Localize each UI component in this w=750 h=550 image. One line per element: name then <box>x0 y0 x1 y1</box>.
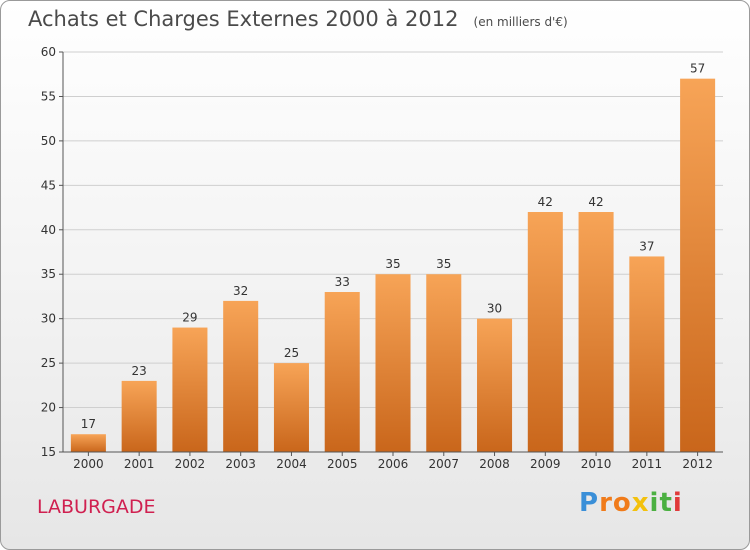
y-tick-label: 45 <box>41 178 56 192</box>
brand-letter: i <box>672 488 683 518</box>
bar <box>223 300 259 452</box>
bar-value-label: 35 <box>436 257 451 271</box>
brand-letter: r <box>599 488 613 518</box>
y-tick-label: 35 <box>41 267 56 281</box>
x-tick-label: 2004 <box>276 457 307 471</box>
bar <box>527 212 563 452</box>
brand-letter: P <box>579 488 600 518</box>
x-tick-label: 2000 <box>73 457 104 471</box>
y-tick-label: 60 <box>41 45 56 59</box>
bar <box>578 212 614 452</box>
brand-letter: t <box>659 488 673 518</box>
y-tick-label: 25 <box>41 356 56 370</box>
bar <box>680 78 716 453</box>
commune-name: LABURGADE <box>37 496 156 518</box>
bar <box>121 380 157 452</box>
bar <box>70 434 106 452</box>
x-tick-label: 2003 <box>225 457 256 471</box>
bar-value-label: 23 <box>132 364 147 378</box>
chart-title: Achats et Charges Externes 2000 à 2012 <box>28 7 459 31</box>
x-tick-label: 2012 <box>682 457 713 471</box>
y-tick-label: 55 <box>41 89 56 103</box>
bar-value-label: 32 <box>233 284 248 298</box>
bar-value-label: 17 <box>81 417 96 431</box>
x-tick-label: 2009 <box>530 457 561 471</box>
brand-letter: o <box>612 488 632 518</box>
bar-value-label: 37 <box>639 239 654 253</box>
y-tick-label: 40 <box>41 223 56 237</box>
bar <box>324 292 360 452</box>
chart-unit: (en milliers d'€) <box>473 15 568 29</box>
bar <box>273 363 309 452</box>
x-tick-label: 2001 <box>124 457 155 471</box>
bar-value-label: 42 <box>538 195 553 209</box>
y-tick-label: 50 <box>41 134 56 148</box>
bar <box>477 318 513 452</box>
bar <box>375 274 411 452</box>
bar-value-label: 35 <box>385 257 400 271</box>
labels: 15 20 25 30 35 40 45 50 55 60 17 2000 23 2001 29 2002 32… <box>41 45 713 471</box>
bar-value-label: 42 <box>588 195 603 209</box>
x-tick-label: 2008 <box>479 457 510 471</box>
bars <box>70 78 716 453</box>
bar-value-label: 57 <box>690 62 705 76</box>
x-tick-label: 2005 <box>327 457 358 471</box>
y-tick-label: 30 <box>41 312 56 326</box>
bar <box>172 327 208 452</box>
x-tick-label: 2007 <box>428 457 459 471</box>
title-row: Achats et Charges Externes 2000 à 2012 (… <box>28 7 568 31</box>
x-tick-label: 2002 <box>175 457 206 471</box>
x-tick-label: 2011 <box>632 457 663 471</box>
x-tick-label: 2006 <box>378 457 409 471</box>
brand-letter: x <box>631 488 650 518</box>
brand-letter: i <box>649 488 660 518</box>
bar-value-label: 25 <box>284 346 299 360</box>
brand-logo[interactable]: Proxiti <box>579 488 683 518</box>
y-tick-label: 15 <box>41 445 56 459</box>
axes <box>59 51 723 456</box>
x-tick-label: 2010 <box>581 457 612 471</box>
bar <box>426 274 462 452</box>
bar-value-label: 29 <box>182 311 197 325</box>
y-tick-label: 20 <box>41 401 56 415</box>
bar <box>629 256 665 452</box>
bar-value-label: 30 <box>487 302 502 316</box>
bar-value-label: 33 <box>335 275 350 289</box>
